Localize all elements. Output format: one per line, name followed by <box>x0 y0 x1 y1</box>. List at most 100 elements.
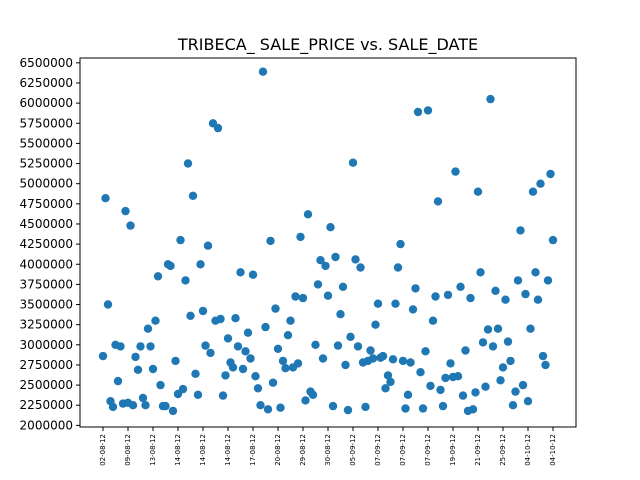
data-point <box>166 261 175 271</box>
y-tick-label: 5500000 <box>20 136 73 150</box>
data-point <box>181 276 190 285</box>
data-point <box>336 310 345 319</box>
data-point <box>216 314 225 324</box>
x-tick-label: 14-08-12 <box>199 434 207 466</box>
y-tick-label: 3750000 <box>20 277 73 291</box>
data-point <box>113 376 123 386</box>
data-point <box>496 376 505 385</box>
data-point <box>168 406 178 416</box>
x-tick-label: 09-08-12 <box>124 434 132 466</box>
data-point <box>151 316 160 325</box>
data-point <box>441 373 450 383</box>
data-point <box>368 354 378 363</box>
x-tick-label: 14-08-12 <box>224 434 232 466</box>
data-point <box>353 342 363 351</box>
data-point <box>546 169 555 179</box>
data-point <box>538 351 548 361</box>
data-point <box>276 403 285 412</box>
y-tick-label: 2000000 <box>20 418 73 432</box>
y-tick-label: 3500000 <box>20 298 73 312</box>
data-point <box>178 384 188 394</box>
plot-frame <box>79 57 577 428</box>
y-tick-label: 3250000 <box>20 318 73 332</box>
y-tick-label: 3000000 <box>20 338 73 352</box>
data-point <box>196 260 205 269</box>
chart-title: TRIBECA_ SALE_PRICE vs. SALE_DATE <box>177 35 478 55</box>
data-point <box>533 295 543 304</box>
data-point <box>156 380 165 390</box>
data-point <box>361 402 370 412</box>
data-point <box>416 368 425 377</box>
data-point <box>141 401 150 410</box>
data-point <box>383 371 393 380</box>
data-point <box>411 284 420 293</box>
y-tick-label: 4000000 <box>20 257 73 271</box>
data-point <box>138 393 148 403</box>
x-tick-label: 25-09-12 <box>499 434 507 466</box>
x-tick-label: 07-09-12 <box>424 434 432 466</box>
y-tick-label: 2500000 <box>20 378 73 392</box>
data-point <box>188 191 198 200</box>
data-point <box>221 371 230 380</box>
data-point <box>323 291 333 300</box>
data-point <box>523 397 533 406</box>
y-tick-label: 4750000 <box>20 197 73 211</box>
y-tick-label: 5000000 <box>20 177 73 191</box>
data-point <box>453 372 463 381</box>
data-point <box>408 305 418 314</box>
data-point <box>531 268 540 277</box>
x-tick-label: 02-08-12 <box>99 434 107 466</box>
data-point <box>286 316 295 325</box>
data-point <box>176 235 185 245</box>
data-point <box>183 159 193 168</box>
data-point <box>388 355 398 364</box>
data-point <box>386 377 395 387</box>
data-point <box>266 236 275 246</box>
data-point <box>236 268 245 277</box>
x-tick-label: 05-09-12 <box>349 434 357 466</box>
data-point <box>143 324 153 333</box>
x-tick-label: 29-08-12 <box>299 434 307 466</box>
data-point <box>506 356 515 366</box>
y-tick-label: 4250000 <box>20 237 73 251</box>
data-point <box>371 320 380 329</box>
data-point <box>271 304 280 313</box>
data-point <box>401 404 410 413</box>
data-point <box>278 356 288 366</box>
data-point <box>356 263 365 272</box>
data-point <box>313 280 323 289</box>
data-point <box>331 252 340 262</box>
data-point <box>478 338 488 347</box>
data-point <box>161 401 170 411</box>
data-point <box>121 206 130 216</box>
data-point <box>246 354 255 363</box>
data-point <box>438 401 448 411</box>
x-tick-label: 04-10-12 <box>549 434 557 466</box>
data-point <box>253 384 263 393</box>
y-tick-label: 6250000 <box>20 76 73 90</box>
x-tick-label: 14-08-12 <box>174 434 182 466</box>
data-point <box>218 391 228 400</box>
y-tick-label: 2750000 <box>20 358 73 372</box>
data-point <box>513 276 523 285</box>
x-tick-label: 07-09-12 <box>374 434 382 466</box>
data-point <box>101 194 110 203</box>
data-point <box>291 292 300 301</box>
data-point <box>351 255 360 264</box>
data-point <box>193 390 203 399</box>
y-axis: 2000000 2250000 2500000 2750000 3000000 32500… <box>20 56 80 432</box>
data-point <box>133 365 143 374</box>
data-point <box>301 396 310 405</box>
data-point <box>298 293 308 303</box>
data-point <box>231 314 240 323</box>
data-point <box>273 344 283 353</box>
data-point <box>406 358 415 367</box>
y-tick-label: 6000000 <box>20 96 73 110</box>
data-point <box>248 270 258 279</box>
data-point <box>333 341 343 350</box>
data-point <box>423 106 433 115</box>
data-point <box>268 378 278 387</box>
data-point <box>128 401 138 410</box>
data-point <box>446 359 455 368</box>
